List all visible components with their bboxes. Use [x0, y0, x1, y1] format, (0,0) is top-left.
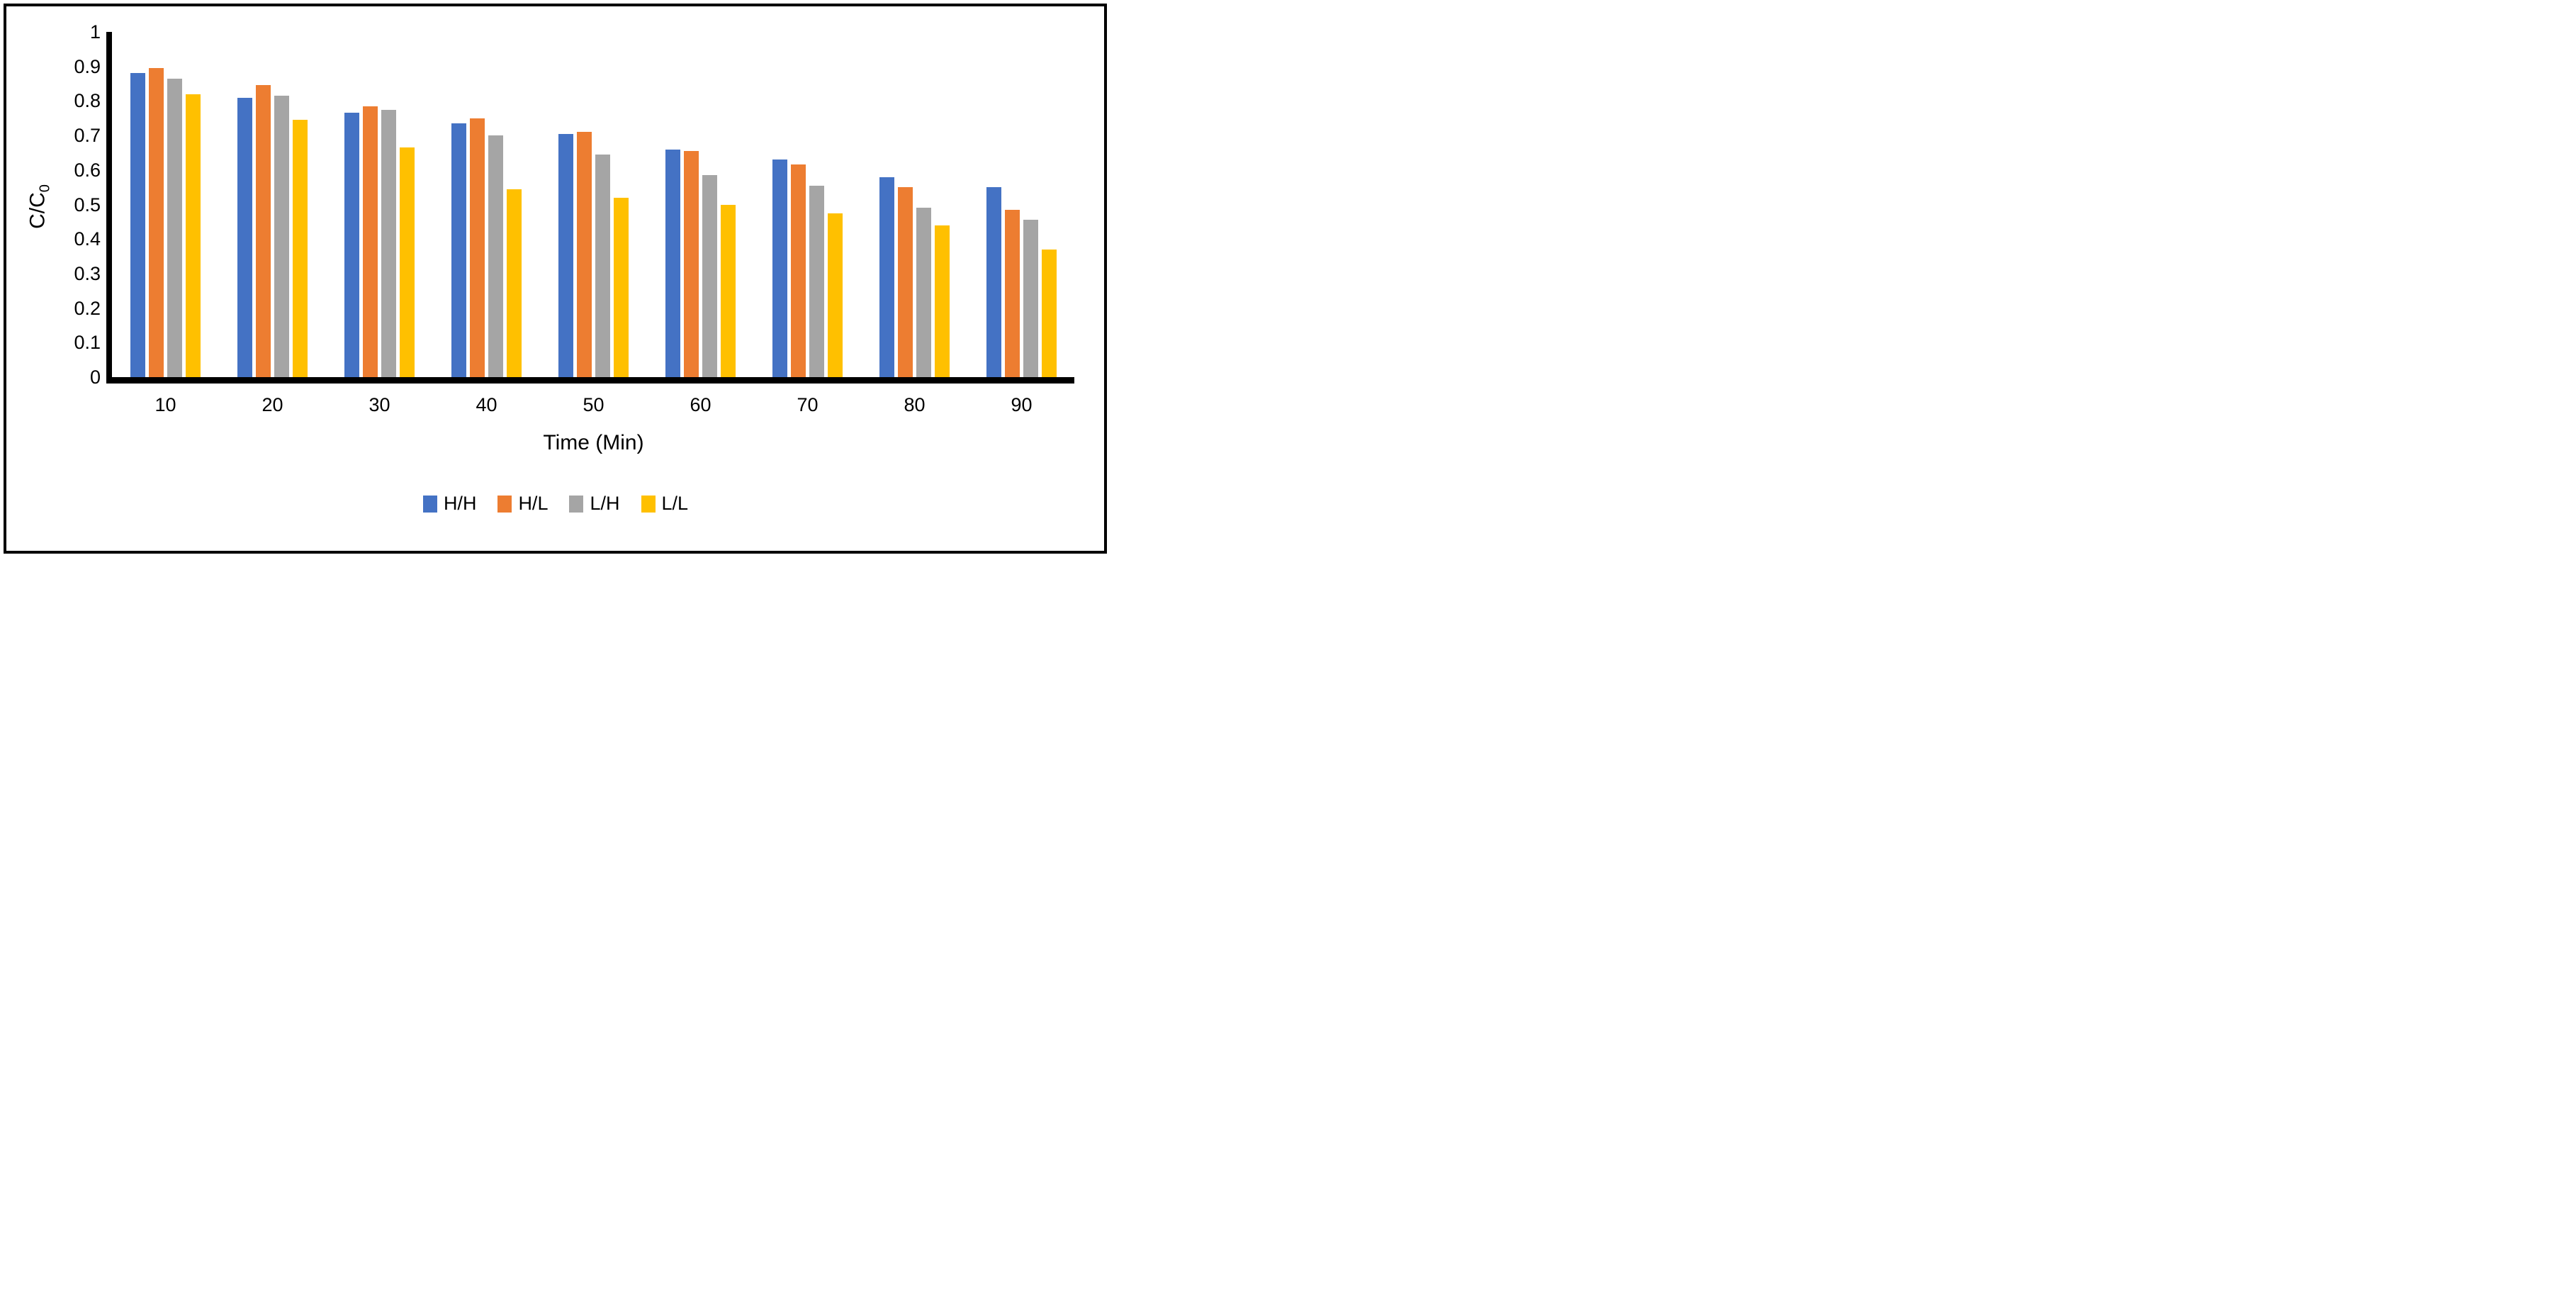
bar-l-h-t90	[1023, 220, 1038, 377]
bar-l-l-t60	[721, 204, 736, 377]
bar-h-h-t80	[879, 177, 894, 377]
bar-h-h-t70	[772, 159, 787, 377]
y-axis-title-subscript: 0	[37, 184, 53, 193]
x-tick-label: 60	[690, 394, 712, 415]
x-tick-label: 90	[1011, 394, 1033, 415]
bar-l-h-t80	[916, 208, 931, 377]
bar-h-l-t40	[470, 118, 485, 377]
y-tick-label: 0.7	[74, 125, 101, 147]
bar-l-h-t20	[274, 96, 289, 377]
legend: H/H H/L L/H L/L	[0, 493, 1111, 515]
bar-h-l-t20	[256, 85, 271, 377]
y-tick-label: 0.5	[74, 194, 101, 216]
bar-l-l-t20	[293, 120, 308, 377]
y-axis-line	[106, 32, 112, 384]
legend-item-l-l: L/L	[641, 493, 689, 515]
bar-l-h-t40	[488, 135, 503, 377]
y-tick-label: 0.3	[74, 262, 101, 284]
bar-l-l-t10	[186, 94, 201, 377]
bar-h-l-t60	[684, 151, 699, 377]
bar-h-l-t50	[577, 132, 592, 377]
y-tick-label: 0	[89, 366, 101, 388]
x-tick-label: 40	[476, 394, 497, 415]
x-tick-label: 50	[583, 394, 604, 415]
bar-l-l-t40	[507, 189, 522, 377]
x-axis-title: Time (Min)	[543, 431, 644, 454]
bar-l-h-t30	[381, 109, 396, 377]
legend-label: L/L	[661, 493, 689, 514]
y-tick-label: 0.9	[74, 55, 101, 77]
bar-h-h-t40	[451, 123, 466, 377]
x-tick-label: 10	[154, 394, 176, 415]
x-tick-label: 20	[261, 394, 283, 415]
x-tick-label: 80	[904, 394, 926, 415]
bar-h-h-t60	[665, 149, 680, 377]
x-tick-label: 70	[797, 394, 819, 415]
bar-h-h-t90	[986, 187, 1001, 377]
legend-item-h-h: H/H	[422, 493, 477, 515]
bar-l-h-t50	[595, 154, 610, 377]
legend-label: H/L	[518, 493, 549, 514]
legend-marker-icon	[422, 495, 437, 513]
bar-h-l-t30	[363, 106, 378, 377]
bar-h-h-t30	[344, 113, 359, 377]
bar-l-l-t30	[400, 147, 415, 377]
bar-h-h-t20	[237, 97, 252, 377]
legend-marker-icon	[569, 495, 584, 513]
y-tick-label: 0.2	[74, 297, 101, 319]
y-tick-label: 0.1	[74, 332, 101, 354]
legend-item-l-h: L/H	[569, 493, 620, 515]
bar-chart-figure: C/C0 Time (Min) H/H H/L L/H L/L 1 0.9 0.8 0.7 0…	[0, 0, 1111, 558]
legend-label: H/H	[443, 493, 477, 514]
legend-item-h-l: H/L	[497, 493, 548, 515]
x-tick-label: 30	[369, 394, 390, 415]
bar-h-l-t90	[1005, 209, 1020, 377]
bar-h-h-t10	[130, 73, 145, 377]
bar-l-l-t90	[1042, 249, 1057, 377]
legend-label: L/H	[590, 493, 620, 514]
bar-h-l-t10	[149, 68, 164, 377]
bar-h-h-t50	[558, 133, 573, 377]
bar-l-h-t60	[702, 175, 717, 377]
bar-l-h-t10	[167, 78, 182, 377]
y-tick-label: 0.8	[74, 90, 101, 112]
x-axis-line	[106, 377, 1074, 384]
bar-h-l-t80	[898, 187, 913, 377]
legend-marker-icon	[641, 495, 656, 513]
bar-l-l-t70	[828, 213, 843, 377]
bar-h-l-t70	[791, 164, 806, 377]
bar-l-l-t80	[935, 225, 950, 377]
legend-marker-icon	[497, 495, 512, 513]
bar-l-l-t50	[614, 197, 629, 377]
y-tick-label: 0.6	[74, 159, 101, 181]
y-tick-label: 0.4	[74, 228, 101, 250]
bar-l-h-t70	[809, 185, 824, 377]
y-tick-label: 1	[89, 21, 101, 43]
